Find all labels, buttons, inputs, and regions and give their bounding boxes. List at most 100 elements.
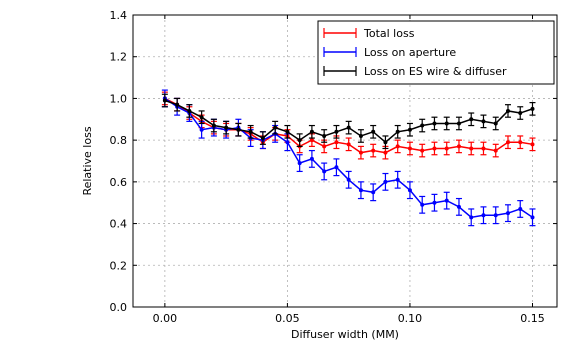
data-point-total-loss <box>481 146 486 151</box>
data-point-loss-on-es-wire-diffuser <box>175 102 180 107</box>
data-point-loss-on-aperture <box>346 177 351 182</box>
y-tick-label: 0.0 <box>110 301 128 314</box>
legend-label-loss-on-es-wire: Loss on ES wire & diffuser <box>364 65 507 78</box>
data-point-total-loss <box>493 148 498 153</box>
data-point-loss-on-es-wire-diffuser <box>469 117 474 122</box>
data-point-loss-on-es-wire-diffuser <box>224 125 229 130</box>
data-point-total-loss <box>322 144 327 149</box>
data-point-total-loss <box>518 140 523 145</box>
data-point-loss-on-es-wire-diffuser <box>493 121 498 126</box>
legend-label-loss-on-aperture: Loss on aperture <box>364 46 456 59</box>
data-point-loss-on-es-wire-diffuser <box>334 129 339 134</box>
data-point-total-loss <box>371 148 376 153</box>
data-point-loss-on-es-wire-diffuser <box>297 138 302 143</box>
data-point-loss-on-aperture <box>383 179 388 184</box>
data-point-loss-on-es-wire-diffuser <box>383 140 388 145</box>
data-point-loss-on-aperture <box>444 198 449 203</box>
series-loss-on-aperture <box>161 89 536 227</box>
data-point-loss-on-es-wire-diffuser <box>505 108 510 113</box>
series-line-loss-on-aperture <box>164 97 533 219</box>
data-point-loss-on-es-wire-diffuser <box>444 121 449 126</box>
data-point-loss-on-aperture <box>469 215 474 220</box>
data-point-loss-on-aperture <box>297 161 302 166</box>
data-point-loss-on-aperture <box>358 188 363 193</box>
data-point-loss-on-es-wire-diffuser <box>518 111 523 116</box>
data-point-loss-on-aperture <box>420 202 425 207</box>
data-point-loss-on-es-wire-diffuser <box>456 121 461 126</box>
plot-frame <box>132 14 558 308</box>
data-point-total-loss <box>358 150 363 155</box>
data-point-loss-on-es-wire-diffuser <box>358 133 363 138</box>
data-point-loss-on-aperture <box>322 169 327 174</box>
data-point-loss-on-aperture <box>481 213 486 218</box>
data-point-loss-on-es-wire-diffuser <box>162 98 167 103</box>
data-point-loss-on-aperture <box>371 190 376 195</box>
data-point-loss-on-aperture <box>199 127 204 132</box>
data-point-loss-on-es-wire-diffuser <box>309 129 314 134</box>
y-tick-label: 0.6 <box>110 176 128 189</box>
data-point-loss-on-aperture <box>505 211 510 216</box>
data-point-total-loss <box>346 142 351 147</box>
data-point-loss-on-aperture <box>432 200 437 205</box>
data-point-total-loss <box>334 140 339 145</box>
legend-entry-loss-on-es-wire: Loss on ES wire & diffuser <box>323 65 507 78</box>
data-point-loss-on-es-wire-diffuser <box>285 129 290 134</box>
data-point-loss-on-es-wire-diffuser <box>260 136 265 141</box>
data-point-loss-on-es-wire-diffuser <box>346 125 351 130</box>
data-point-loss-on-aperture <box>407 188 412 193</box>
x-axis-label: Diffuser width (MM) <box>291 328 399 341</box>
data-point-loss-on-es-wire-diffuser <box>248 129 253 134</box>
data-point-loss-on-es-wire-diffuser <box>199 115 204 120</box>
data-point-total-loss <box>395 144 400 149</box>
data-point-total-loss <box>444 146 449 151</box>
y-tick-label: 0.8 <box>110 134 128 147</box>
data-point-total-loss <box>407 146 412 151</box>
y-axis-label: Relative loss <box>81 126 94 195</box>
data-point-total-loss <box>420 148 425 153</box>
data-point-total-loss <box>505 140 510 145</box>
data-point-total-loss <box>432 146 437 151</box>
data-point-loss-on-aperture <box>456 204 461 209</box>
data-point-total-loss <box>456 144 461 149</box>
data-point-loss-on-es-wire-diffuser <box>211 123 216 128</box>
legend-box <box>317 20 555 85</box>
legend-label-total-loss: Total loss <box>363 27 415 40</box>
data-point-total-loss <box>383 150 388 155</box>
data-point-total-loss <box>530 142 535 147</box>
data-point-loss-on-aperture <box>518 206 523 211</box>
series-layer <box>161 89 536 227</box>
data-point-loss-on-aperture <box>493 213 498 218</box>
data-point-loss-on-aperture <box>530 215 535 220</box>
data-point-loss-on-aperture <box>285 140 290 145</box>
y-tick-label: 1.2 <box>110 51 128 64</box>
data-point-loss-on-es-wire-diffuser <box>407 127 412 132</box>
data-point-loss-on-aperture <box>395 177 400 182</box>
data-point-loss-on-es-wire-diffuser <box>187 108 192 113</box>
y-tick-label: 1.0 <box>110 92 128 105</box>
data-point-loss-on-es-wire-diffuser <box>481 119 486 124</box>
data-point-loss-on-aperture <box>334 165 339 170</box>
legend: Total loss Loss on aperture Loss on ES w… <box>317 20 555 85</box>
x-tick-label: 0.05 <box>275 312 300 325</box>
data-point-loss-on-aperture <box>309 156 314 161</box>
x-tick-label: 0.00 <box>153 312 178 325</box>
data-point-loss-on-es-wire-diffuser <box>420 123 425 128</box>
data-point-loss-on-es-wire-diffuser <box>530 106 535 111</box>
data-point-loss-on-es-wire-diffuser <box>432 121 437 126</box>
data-point-total-loss <box>469 146 474 151</box>
ticks: 0.00 0.05 0.10 0.15 0.0 0.2 0.4 0.6 0.8 1.0 1.2 1.4 <box>110 9 557 325</box>
data-point-loss-on-es-wire-diffuser <box>371 129 376 134</box>
data-point-loss-on-es-wire-diffuser <box>273 125 278 130</box>
y-tick-label: 0.2 <box>110 259 128 272</box>
y-tick-label: 1.4 <box>110 9 128 22</box>
series-loss-on-es-wire-diffuser <box>161 93 536 150</box>
data-point-loss-on-es-wire-diffuser <box>395 129 400 134</box>
x-tick-label: 0.10 <box>398 312 423 325</box>
legend-entry-total-loss: Total loss <box>323 27 415 40</box>
data-point-loss-on-es-wire-diffuser <box>236 127 241 132</box>
legend-entry-loss-on-aperture: Loss on aperture <box>323 46 456 59</box>
x-tick-label: 0.15 <box>520 312 545 325</box>
y-tick-label: 0.4 <box>110 218 128 231</box>
data-point-total-loss <box>309 138 314 143</box>
